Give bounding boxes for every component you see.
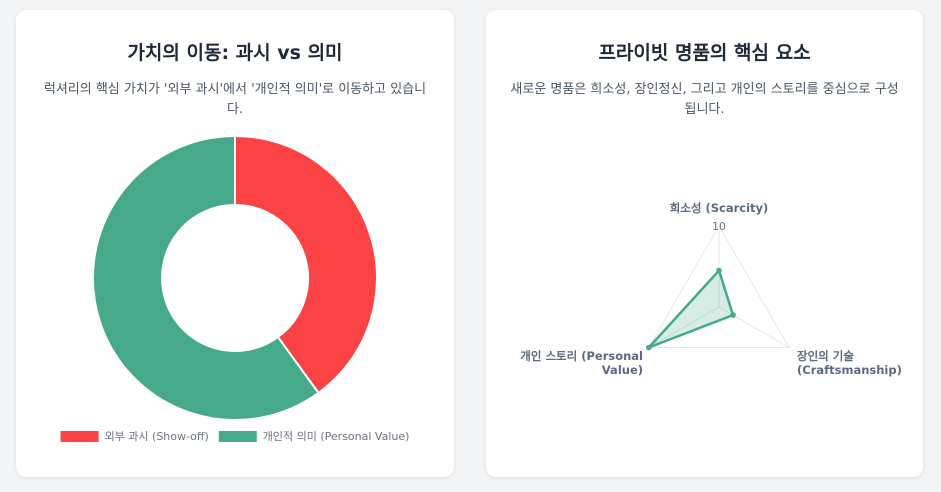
legend-swatch [218,431,257,442]
card-title: 프라이빗 명품의 핵심 요소 [598,42,811,64]
chart-legend: 외부 과시 (Show-off) 개인적 의미 (Personal Value) [60,430,410,443]
card-title: 가치의 이동: 과시 vs 의미 [127,42,343,64]
radar-axis-label: 장인의 기술 (Craftsmanship) [797,349,902,377]
donut-chart: 외부 과시 (Show-off) 개인적 의미 (Personal Value) [60,134,410,443]
radar-chart: 10 희소성 (Scarcity) 장인의 기술 (Craftsmanship) 개인 … [520,201,902,377]
radar-point [730,312,736,318]
donut-slice [92,134,320,421]
legend-label: 외부 과시 (Show-off) [105,430,209,443]
card-description: 럭셔리의 핵심 가치가 '외부 과시'에서 '개인적 의미'로 이동하고 있습니… [43,82,427,117]
radar-grid [647,225,791,348]
radar-axis-label: 개인 스토리 (Personal Value) [520,349,643,377]
legend-label: 개인적 의미 (Personal Value) [263,430,410,443]
value-shift-card: 가치의 이동: 과시 vs 의미 럭셔리의 핵심 가치가 '외부 과시'에서 '… [16,10,454,477]
private-luxury-card: 프라이빗 명품의 핵심 요소 새로운 명품은 희소성, 장인정신, 그리고 개인… [486,10,923,477]
radar-tick-label: 10 [712,220,726,233]
radar-series-area [647,269,735,349]
radar-axis-label: 희소성 (Scarcity) [670,201,769,215]
legend-swatch [60,431,99,442]
card-description: 새로운 명품은 희소성, 장인정신, 그리고 개인의 스토리를 중심으로 구성됩… [510,82,899,117]
donut-slice [234,134,378,395]
radar-point [716,267,722,274]
radar-spoke [648,306,720,348]
radar-point [646,344,652,351]
